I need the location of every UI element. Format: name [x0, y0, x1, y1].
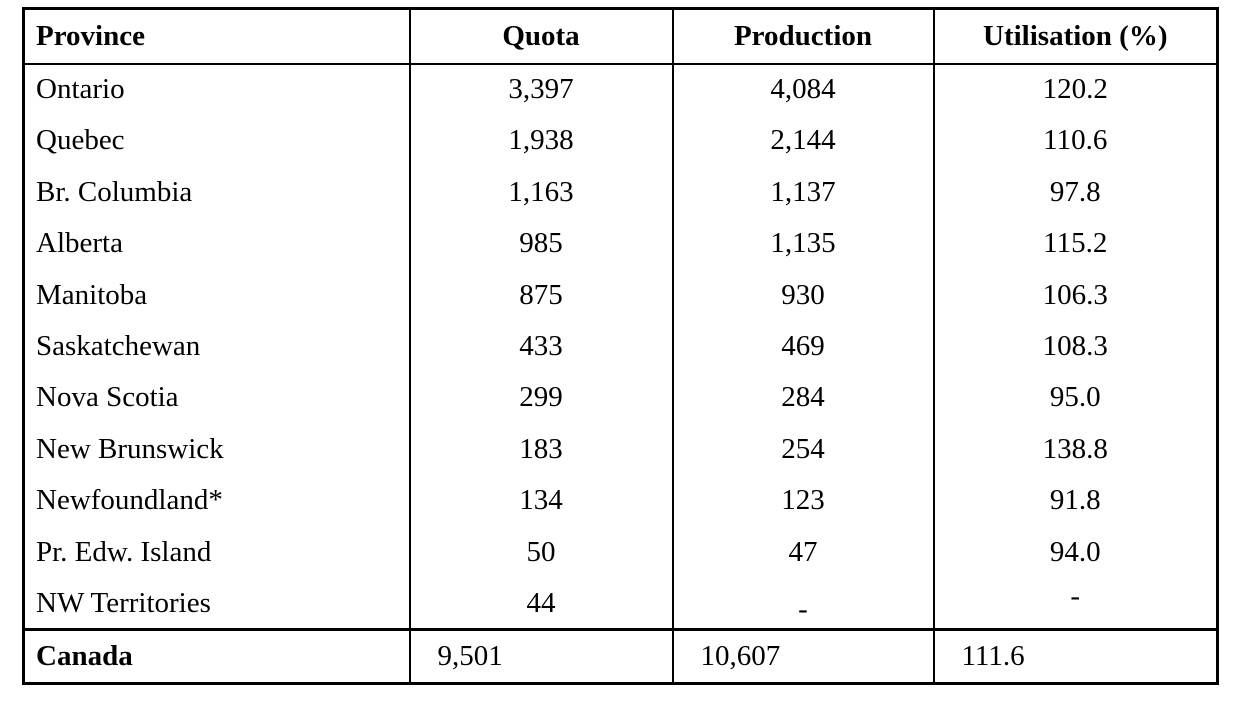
- production-cell: 469: [671, 320, 934, 373]
- utilisation-cell: 108.3: [932, 320, 1218, 373]
- province-cell: Manitoba: [36, 278, 148, 311]
- utilisation-cell: 110.6: [932, 114, 1218, 167]
- table-row: NW Territories 44 - -: [24, 578, 1218, 630]
- province-cell: Pr. Edw. Island: [36, 535, 212, 568]
- production-cell: 254: [671, 423, 934, 476]
- table-row: Quebec 1,938 2,144 110.6: [24, 114, 1218, 167]
- quota-cell: 44: [408, 578, 673, 630]
- quota-cell: 50: [408, 526, 673, 579]
- production-cell: 284: [671, 372, 934, 424]
- production-cell: 123: [671, 475, 934, 527]
- quota-cell: 183: [408, 423, 673, 476]
- province-cell: Br. Columbia: [36, 175, 193, 208]
- table-row: Alberta 985 1,135 115.2: [24, 217, 1218, 270]
- production-cell: 930: [671, 269, 934, 321]
- table-row: New Brunswick 183 254 138.8: [24, 423, 1218, 476]
- quota-cell: 299: [408, 372, 673, 424]
- column-header-utilisation: Utilisation (%): [932, 8, 1218, 65]
- province-cell: Quebec: [36, 124, 125, 157]
- total-quota-cell: 9,501: [408, 628, 673, 684]
- province-cell: Alberta: [36, 227, 123, 260]
- production-cell: 1,135: [671, 217, 934, 270]
- utilisation-cell: 138.8: [932, 423, 1218, 476]
- column-header-province: Province: [23, 8, 410, 65]
- province-cell: Newfoundland*: [36, 484, 223, 517]
- table-row: Manitoba 875 930 106.3: [24, 269, 1218, 321]
- province-cell: New Brunswick: [36, 432, 224, 465]
- utilisation-cell: 91.8: [932, 475, 1218, 527]
- total-production-cell: 10,607: [671, 628, 934, 684]
- production-cell: 2,144: [671, 114, 934, 167]
- utilisation-cell: 106.3: [932, 269, 1218, 321]
- quota-cell: 433: [408, 320, 673, 373]
- production-cell: 47: [671, 526, 934, 579]
- production-cell: 4,084: [671, 63, 934, 115]
- production-cell: 1,137: [671, 166, 934, 218]
- quota-cell: 875: [408, 269, 673, 321]
- utilisation-cell: 115.2: [932, 217, 1218, 270]
- total-utilisation-cell: 111.6: [932, 628, 1218, 684]
- total-label-cell: Canada: [23, 628, 410, 684]
- table-row: Saskatchewan 433 469 108.3: [24, 320, 1218, 373]
- quota-cell: 985: [408, 217, 673, 270]
- utilisation-cell: 95.0: [932, 372, 1218, 424]
- utilisation-cell: 120.2: [932, 63, 1218, 115]
- header-row: Province Quota Production Utilisation (%…: [23, 8, 1218, 65]
- utilisation-cell: 94.0: [932, 526, 1218, 579]
- table-row: Nova Scotia 299 284 95.0: [24, 372, 1218, 424]
- column-header-production: Production: [671, 8, 934, 65]
- total-row: Canada 9,501 10,607 111.6: [23, 628, 1218, 684]
- quota-cell: 3,397: [408, 63, 673, 115]
- table-row: Br. Columbia 1,163 1,137 97.8: [24, 166, 1218, 218]
- province-quota-table: Province Quota Production Utilisation (%…: [22, 7, 1219, 685]
- column-header-quota: Quota: [408, 8, 673, 65]
- table-row: Pr. Edw. Island 50 47 94.0: [24, 526, 1218, 579]
- province-cell: Saskatchewan: [36, 329, 201, 362]
- missing-value-dash: -: [798, 592, 808, 625]
- province-cell: Nova Scotia: [36, 381, 179, 414]
- province-cell: Ontario: [36, 73, 125, 106]
- table-row: Newfoundland* 134 123 91.8: [24, 475, 1218, 527]
- province-cell: NW Territories: [36, 586, 211, 619]
- quota-cell: 1,938: [408, 114, 673, 167]
- missing-value-dash: -: [1070, 579, 1081, 612]
- table-row: Ontario 3,397 4,084 120.2: [24, 63, 1218, 115]
- quota-cell: 134: [408, 475, 673, 527]
- utilisation-cell: 97.8: [932, 166, 1218, 218]
- quota-cell: 1,163: [408, 166, 673, 218]
- utilisation-cell: -: [932, 578, 1218, 630]
- production-cell: -: [671, 578, 934, 630]
